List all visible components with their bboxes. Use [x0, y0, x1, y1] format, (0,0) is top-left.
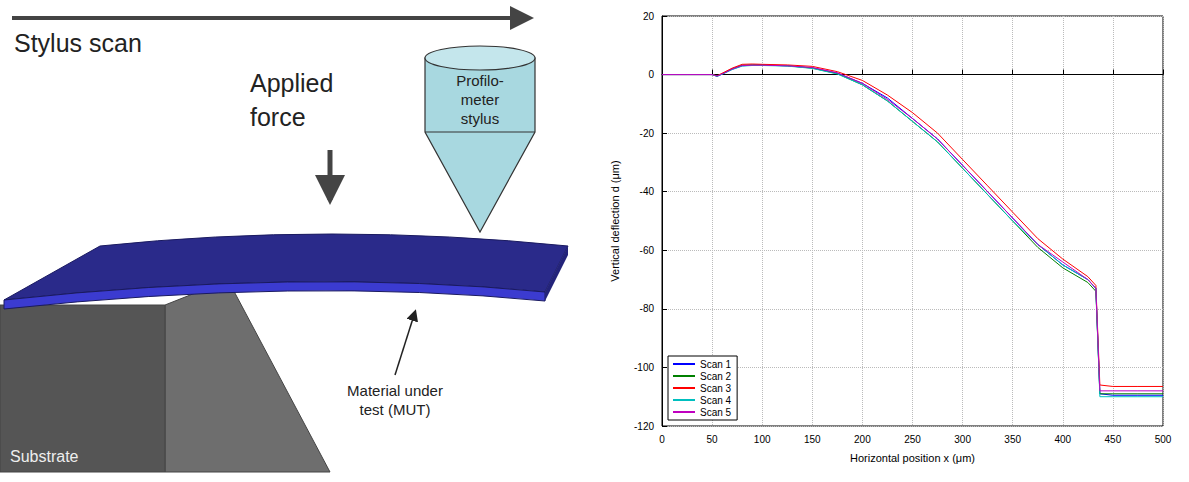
- svg-text:Scan 2: Scan 2: [700, 371, 732, 382]
- svg-text:200: 200: [854, 434, 871, 445]
- svg-text:-20: -20: [640, 128, 655, 139]
- svg-text:0: 0: [659, 434, 665, 445]
- svg-text:Material under: Material under: [347, 382, 443, 399]
- svg-text:Vertical deflection d (μm): Vertical deflection d (μm): [609, 160, 621, 281]
- svg-text:150: 150: [804, 434, 821, 445]
- svg-text:350: 350: [1004, 434, 1021, 445]
- svg-text:force: force: [250, 103, 306, 131]
- svg-text:-60: -60: [640, 245, 655, 256]
- svg-text:test (MUT): test (MUT): [360, 401, 431, 418]
- svg-text:20: 20: [643, 11, 655, 22]
- svg-text:Scan 3: Scan 3: [700, 383, 732, 394]
- svg-text:-80: -80: [640, 303, 655, 314]
- svg-text:300: 300: [954, 434, 971, 445]
- svg-text:Applied: Applied: [250, 69, 333, 97]
- svg-text:meter: meter: [461, 91, 499, 108]
- svg-text:100: 100: [754, 434, 771, 445]
- svg-text:-120: -120: [634, 421, 654, 432]
- svg-text:-40: -40: [640, 186, 655, 197]
- svg-text:250: 250: [904, 434, 921, 445]
- svg-text:Stylus scan: Stylus scan: [14, 29, 142, 57]
- svg-text:400: 400: [1054, 434, 1071, 445]
- svg-text:50: 50: [707, 434, 719, 445]
- svg-text:Scan 1: Scan 1: [700, 359, 732, 370]
- svg-text:500: 500: [1155, 434, 1172, 445]
- svg-text:Profilo-: Profilo-: [456, 72, 504, 89]
- svg-text:0: 0: [648, 69, 654, 80]
- svg-text:Scan 4: Scan 4: [700, 395, 732, 406]
- svg-text:Substrate: Substrate: [10, 448, 79, 465]
- svg-text:stylus: stylus: [461, 110, 499, 127]
- svg-text:-100: -100: [634, 362, 654, 373]
- svg-text:450: 450: [1105, 434, 1122, 445]
- svg-text:Scan 5: Scan 5: [700, 407, 732, 418]
- svg-text:Horizontal position x (μm): Horizontal position x (μm): [850, 452, 975, 464]
